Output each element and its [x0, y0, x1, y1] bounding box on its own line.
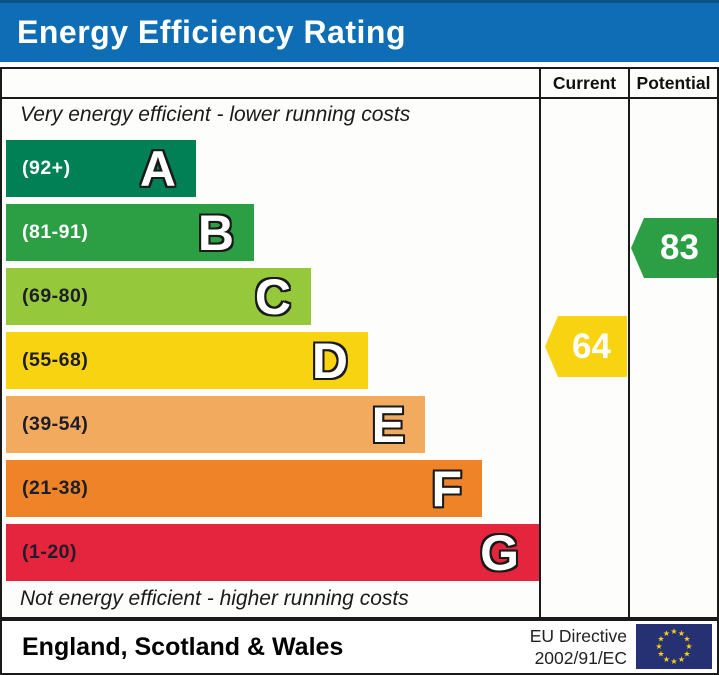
band-row-b: (81-91) B — [6, 204, 254, 261]
eu-directive-line2: 2002/91/EC — [534, 648, 627, 668]
eu-directive-label: EU Directive 2002/91/EC — [530, 625, 627, 669]
potential-rating-marker: 83 — [631, 218, 717, 278]
header-divider — [2, 97, 717, 99]
svg-text:★: ★ — [657, 635, 664, 644]
band-letter: B — [197, 204, 234, 261]
band-letter: A — [139, 140, 176, 197]
svg-text:★: ★ — [678, 629, 685, 638]
band-row-g: (1-20) G — [6, 524, 539, 581]
svg-text:★: ★ — [663, 655, 670, 664]
band-row-d: (55-68) D — [6, 332, 368, 389]
footer-bar: England, Scotland & Wales EU Directive 2… — [0, 619, 719, 675]
svg-text:★: ★ — [683, 635, 690, 644]
band-range-label: (81-91) — [22, 221, 89, 243]
band-letter: E — [371, 396, 405, 453]
current-column-divider — [539, 69, 541, 617]
band-range-label: (92+) — [22, 157, 71, 179]
energy-rating-chart: Current Potential Very energy efficient … — [0, 67, 719, 619]
band-row-e: (39-54) E — [6, 396, 425, 453]
band-row-a: (92+) A — [6, 140, 196, 197]
current-rating-value: 64 — [572, 326, 611, 366]
svg-text:★: ★ — [670, 627, 677, 636]
band-letter: C — [254, 268, 291, 325]
svg-text:★: ★ — [683, 650, 690, 659]
potential-column-divider — [628, 69, 630, 617]
band-range-label: (39-54) — [22, 413, 89, 435]
eu-stars: ★ ★ ★ ★ ★ ★ ★ ★ ★ ★ ★ ★ — [655, 627, 692, 666]
band-range-label: (69-80) — [22, 285, 89, 307]
current-rating-marker: 64 — [545, 316, 627, 377]
band-letter: G — [480, 524, 519, 581]
band-letter: F — [431, 460, 462, 517]
svg-text:★: ★ — [655, 642, 662, 651]
eu-flag-icon: ★ ★ ★ ★ ★ ★ ★ ★ ★ ★ ★ ★ — [636, 624, 712, 669]
svg-text:★: ★ — [663, 629, 670, 638]
svg-text:★: ★ — [678, 655, 685, 664]
region-label: England, Scotland & Wales — [22, 632, 344, 661]
column-header-potential: Potential — [636, 72, 711, 93]
top-note: Very energy efficient - lower running co… — [20, 103, 411, 126]
page-title: Energy Efficiency Rating — [17, 14, 406, 50]
eu-directive-line1: EU Directive — [529, 626, 627, 646]
band-row-f: (21-38) F — [6, 460, 482, 517]
svg-text:★: ★ — [685, 642, 692, 651]
band-range-label: (55-68) — [22, 349, 89, 371]
band-range-label: (1-20) — [22, 541, 78, 563]
title-bar: Energy Efficiency Rating — [0, 0, 719, 62]
potential-rating-value: 83 — [660, 228, 699, 267]
band-row-c: (69-80) C — [6, 268, 311, 325]
svg-text:★: ★ — [657, 650, 664, 659]
bottom-note: Not energy efficient - higher running co… — [20, 587, 409, 610]
svg-text:★: ★ — [670, 657, 677, 666]
band-range-label: (21-38) — [22, 477, 89, 499]
column-header-current: Current — [552, 72, 617, 93]
band-letter: D — [311, 332, 348, 389]
